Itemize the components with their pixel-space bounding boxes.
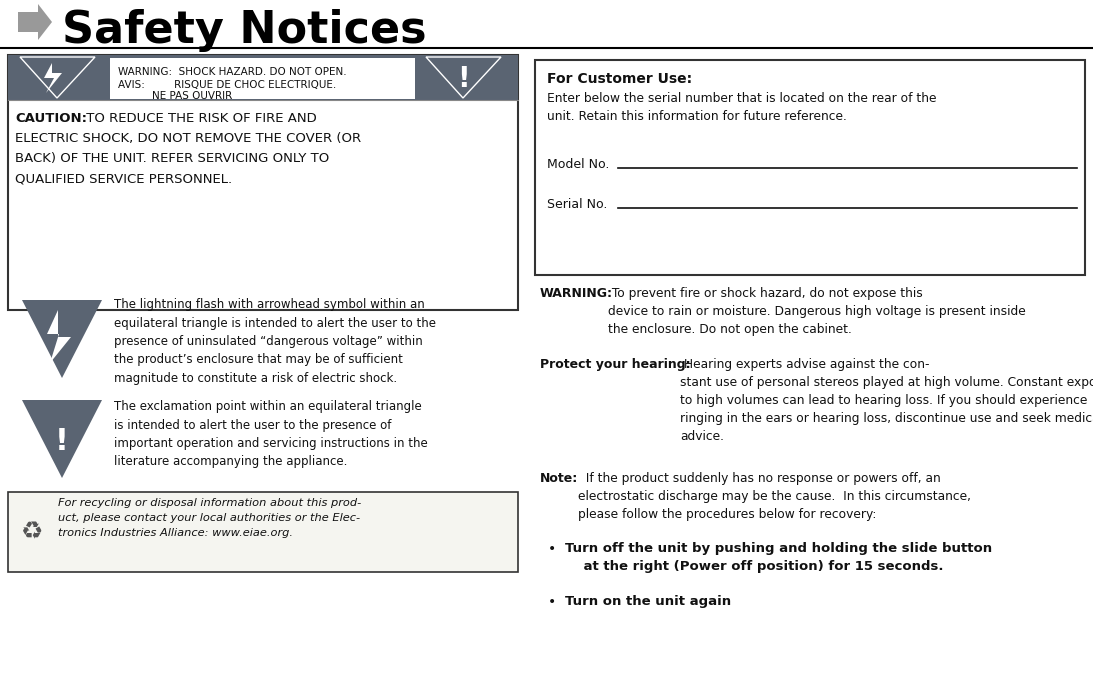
- Text: CAUTION:: CAUTION:: [15, 112, 87, 125]
- Polygon shape: [426, 57, 501, 98]
- Text: QUALIFIED SERVICE PERSONNEL.: QUALIFIED SERVICE PERSONNEL.: [15, 172, 232, 185]
- Text: The exclamation point within an equilateral triangle
is intended to alert the us: The exclamation point within an equilate…: [114, 400, 427, 469]
- Polygon shape: [17, 4, 52, 40]
- Text: WARNING:: WARNING:: [540, 287, 613, 300]
- Text: !: !: [457, 65, 469, 93]
- Text: ELECTRIC SHOCK, DO NOT REMOVE THE COVER (OR: ELECTRIC SHOCK, DO NOT REMOVE THE COVER …: [15, 132, 361, 145]
- Polygon shape: [47, 310, 71, 363]
- Text: Safety Notices: Safety Notices: [62, 8, 426, 52]
- Text: TO REDUCE THE RISK OF FIRE AND: TO REDUCE THE RISK OF FIRE AND: [82, 112, 317, 125]
- Polygon shape: [20, 57, 95, 98]
- Text: Protect your hearing:: Protect your hearing:: [540, 358, 691, 371]
- FancyBboxPatch shape: [8, 55, 518, 310]
- Polygon shape: [44, 63, 62, 93]
- Text: To prevent fire or shock hazard, do not expose this
device to rain or moisture. : To prevent fire or shock hazard, do not …: [608, 287, 1025, 336]
- Text: If the product suddenly has no response or powers off, an
electrostatic discharg: If the product suddenly has no response …: [578, 472, 971, 521]
- Text: CAUTION: CAUTION: [192, 61, 318, 85]
- Text: NE PAS OUVRIR: NE PAS OUVRIR: [152, 91, 232, 101]
- Text: Turn on the unit again: Turn on the unit again: [565, 595, 731, 608]
- Text: Serial No.: Serial No.: [546, 198, 608, 211]
- FancyBboxPatch shape: [8, 55, 518, 100]
- Text: Enter below the serial number that is located on the rear of the
unit. Retain th: Enter below the serial number that is lo…: [546, 92, 937, 124]
- Polygon shape: [22, 300, 102, 378]
- Text: AVIS:         RISQUE DE CHOC ELECTRIQUE.: AVIS: RISQUE DE CHOC ELECTRIQUE.: [118, 80, 337, 90]
- Text: WARNING:  SHOCK HAZARD. DO NOT OPEN.: WARNING: SHOCK HAZARD. DO NOT OPEN.: [118, 67, 346, 77]
- Text: Note:: Note:: [540, 472, 578, 485]
- Text: !: !: [55, 427, 69, 455]
- Text: ♻: ♻: [21, 520, 44, 544]
- Polygon shape: [22, 400, 102, 478]
- FancyBboxPatch shape: [534, 60, 1085, 275]
- Text: •: •: [548, 542, 556, 556]
- Text: BACK) OF THE UNIT. REFER SERVICING ONLY TO: BACK) OF THE UNIT. REFER SERVICING ONLY …: [15, 152, 329, 165]
- FancyBboxPatch shape: [110, 58, 415, 99]
- Text: Model No.: Model No.: [546, 158, 610, 171]
- Text: For recycling or disposal information about this prod-
uct, please contact your : For recycling or disposal information ab…: [58, 498, 362, 537]
- FancyBboxPatch shape: [8, 492, 518, 572]
- Text: Turn off the unit by pushing and holding the slide button
    at the right (Powe: Turn off the unit by pushing and holding…: [565, 542, 992, 573]
- Text: The lightning flash with arrowhead symbol within an
equilateral triangle is inte: The lightning flash with arrowhead symbo…: [114, 298, 436, 385]
- Text: For Customer Use:: For Customer Use:: [546, 72, 692, 86]
- Text: Hearing experts advise against the con-
stant use of personal stereos played at : Hearing experts advise against the con- …: [680, 358, 1093, 443]
- Text: •: •: [548, 595, 556, 609]
